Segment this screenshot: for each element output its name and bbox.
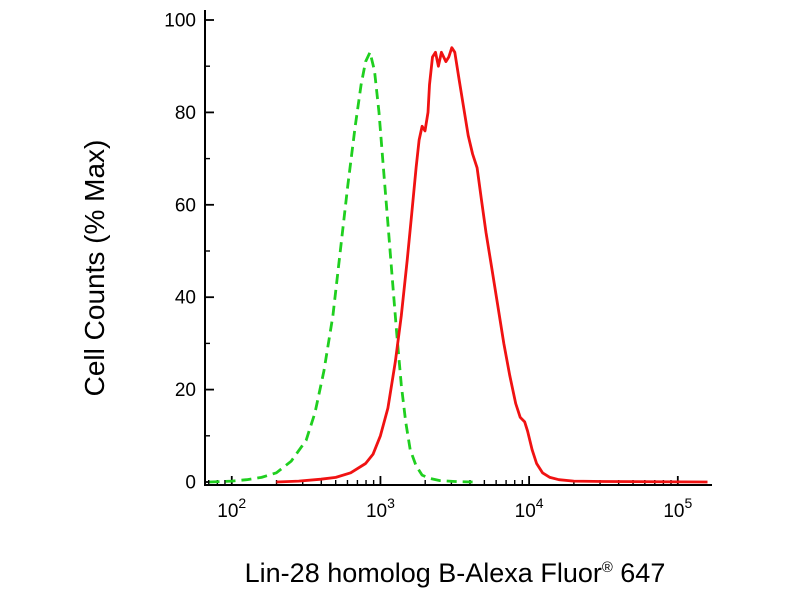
y-tick-label: 60 (175, 195, 196, 216)
histogram-plot: 102 103 104 105 0 20 40 60 80 100 (164, 10, 712, 522)
x-axis-label-main: Lin-28 homolog B-Alexa Fluor (244, 558, 602, 588)
red-solid-curve (276, 46, 708, 484)
x-axis-label-suffix: 647 (612, 558, 666, 588)
y-tick-label: 20 (175, 380, 196, 401)
x-tick-label: 104 (515, 495, 544, 522)
y-tick-label: 0 (185, 473, 196, 494)
green-dashed-curve (209, 50, 473, 484)
y-tick-label: 80 (175, 103, 196, 124)
x-tick-label: 103 (366, 495, 395, 522)
registered-trademark-icon: ® (601, 560, 613, 576)
x-axis-label: Lin-28 homolog B-Alexa Fluor® 647 (110, 558, 800, 589)
y-tick-label: 100 (164, 11, 196, 32)
x-tick-label: 105 (663, 495, 692, 522)
y-tick-label: 40 (175, 288, 196, 309)
y-axis-label: Cell Counts (% Max) (79, 139, 110, 397)
x-tick-label: 102 (217, 495, 246, 522)
